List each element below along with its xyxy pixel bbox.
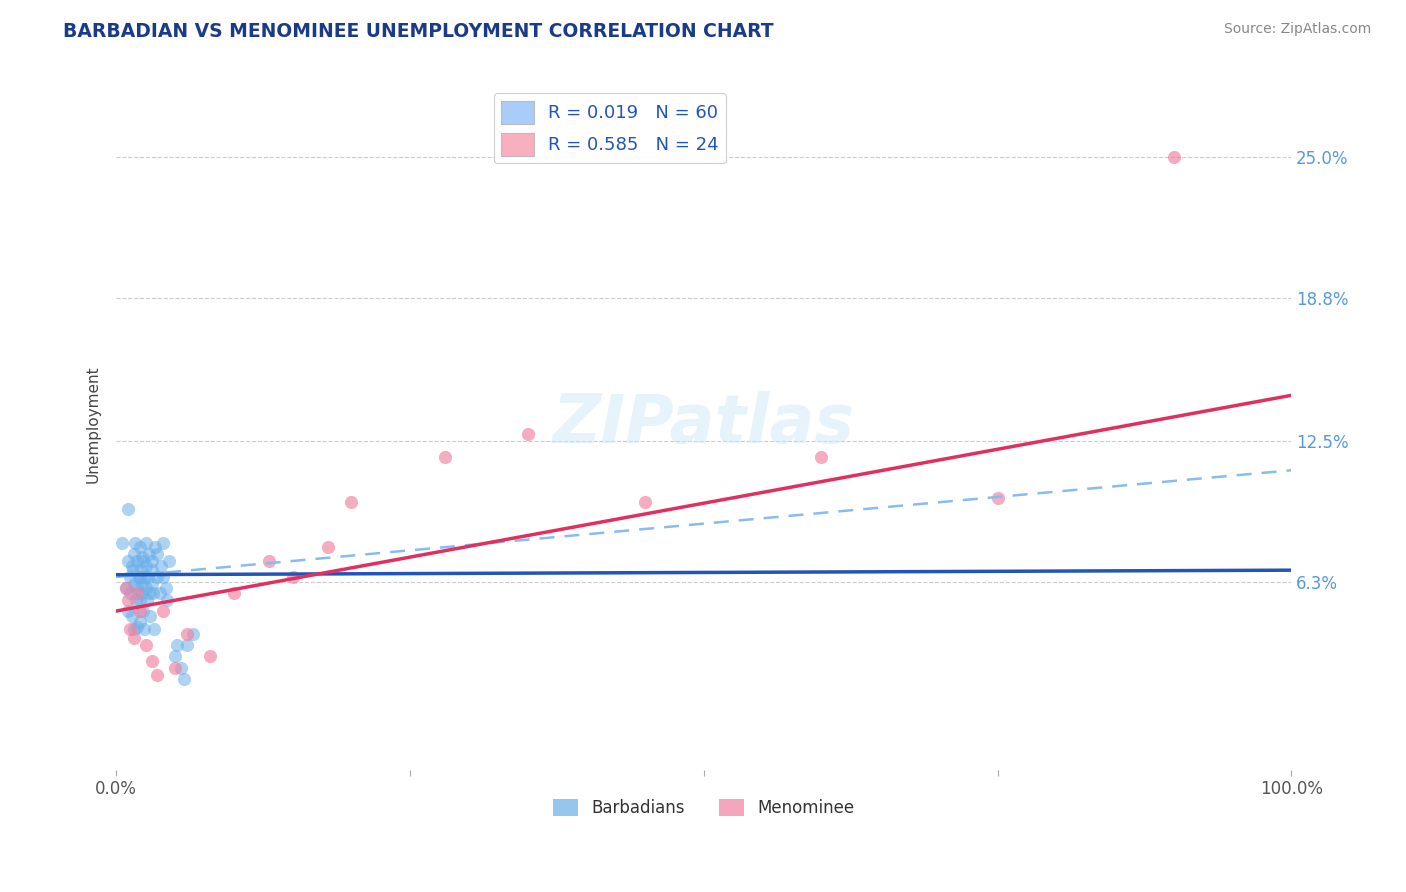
Point [143,541,166,555]
Point [117,604,139,618]
Point [170,661,193,675]
Point [120,570,142,584]
Point [122,632,145,646]
Point [135,582,157,596]
Point [141,654,163,668]
Point [163,661,186,675]
Point [135,592,157,607]
Point [138,586,160,600]
Point [176,638,198,652]
Point [117,592,139,607]
Point [135,558,157,573]
Point [114,582,136,596]
Point [128,570,150,584]
Point [121,563,143,577]
Point [128,541,150,555]
Point [111,536,134,550]
Point [121,608,143,623]
Point [117,501,139,516]
Point [146,667,169,681]
Point [200,649,222,664]
Point [142,622,165,636]
Point [117,554,139,568]
Y-axis label: Unemployment: Unemployment [86,365,100,483]
Point [152,536,174,550]
Point [163,649,186,664]
Point [127,554,149,568]
Point [166,638,188,652]
Point [128,604,150,618]
Point [141,576,163,591]
Point [340,495,363,509]
Point [810,450,832,464]
Point [155,582,177,596]
Point [125,592,148,607]
Text: BARBADIAN VS MENOMINEE UNEMPLOYMENT CORRELATION CHART: BARBADIAN VS MENOMINEE UNEMPLOYMENT CORR… [63,22,773,41]
Point [434,450,457,464]
Point [146,570,169,584]
Point [129,563,152,577]
Point [122,622,145,636]
Point [135,536,157,550]
Point [141,554,163,568]
Point [173,672,195,686]
Text: ZIPatlas: ZIPatlas [553,391,855,457]
Point [181,626,204,640]
Point [120,586,142,600]
Point [222,586,245,600]
Point [152,570,174,584]
Point [146,547,169,561]
Point [281,570,304,584]
Point [121,558,143,573]
Point [127,620,149,634]
Point [128,615,150,630]
Point [127,582,149,596]
Point [257,554,280,568]
Point [131,576,153,591]
Point [131,586,153,600]
Point [316,541,339,555]
Point [120,622,142,636]
Point [135,638,157,652]
Point [152,604,174,618]
Point [139,608,162,623]
Point [516,426,538,441]
Point [114,582,136,596]
Point [176,626,198,640]
Point [157,554,180,568]
Point [149,558,172,573]
Point [127,586,149,600]
Point [134,570,156,584]
Point [142,586,165,600]
Point [122,576,145,591]
Point [138,547,160,561]
Point [128,570,150,584]
Point [128,592,150,607]
Point [1163,150,1185,164]
Point [124,536,146,550]
Point [131,549,153,564]
Point [136,570,159,584]
Text: Source: ZipAtlas.com: Source: ZipAtlas.com [1223,22,1371,37]
Point [149,586,172,600]
Point [987,491,1010,505]
Point [132,554,155,568]
Point [122,547,145,561]
Point [132,604,155,618]
Point [134,622,156,636]
Legend: Barbadians, Menominee: Barbadians, Menominee [547,792,860,824]
Point [634,495,657,509]
Point [156,592,179,607]
Point [141,563,163,577]
